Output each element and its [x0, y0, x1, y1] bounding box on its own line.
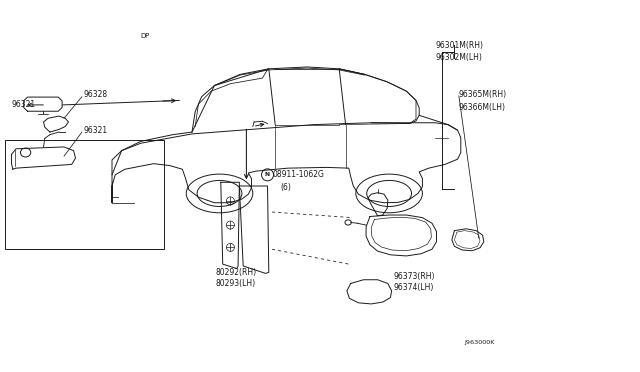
Text: 96366M(LH): 96366M(LH) — [458, 103, 505, 112]
Text: 96321: 96321 — [83, 126, 108, 135]
Text: (6): (6) — [280, 183, 291, 192]
Text: 80292(RH): 80292(RH) — [215, 268, 256, 277]
Text: 96373(RH): 96373(RH) — [394, 272, 435, 280]
Bar — [5, 140, 164, 249]
Text: 96321: 96321 — [12, 100, 36, 109]
Text: 96365M(RH): 96365M(RH) — [458, 90, 506, 99]
Text: DP: DP — [141, 33, 150, 39]
Ellipse shape — [345, 220, 351, 225]
Text: J963000K: J963000K — [465, 340, 495, 346]
Text: 80293(LH): 80293(LH) — [215, 279, 255, 288]
Text: 96301M(RH): 96301M(RH) — [435, 41, 483, 50]
Text: N: N — [265, 172, 270, 177]
Text: 08911-1062G: 08911-1062G — [273, 170, 324, 179]
Text: 96328: 96328 — [83, 90, 108, 99]
Text: 96302M(LH): 96302M(LH) — [435, 53, 482, 62]
Text: 96374(LH): 96374(LH) — [394, 283, 434, 292]
